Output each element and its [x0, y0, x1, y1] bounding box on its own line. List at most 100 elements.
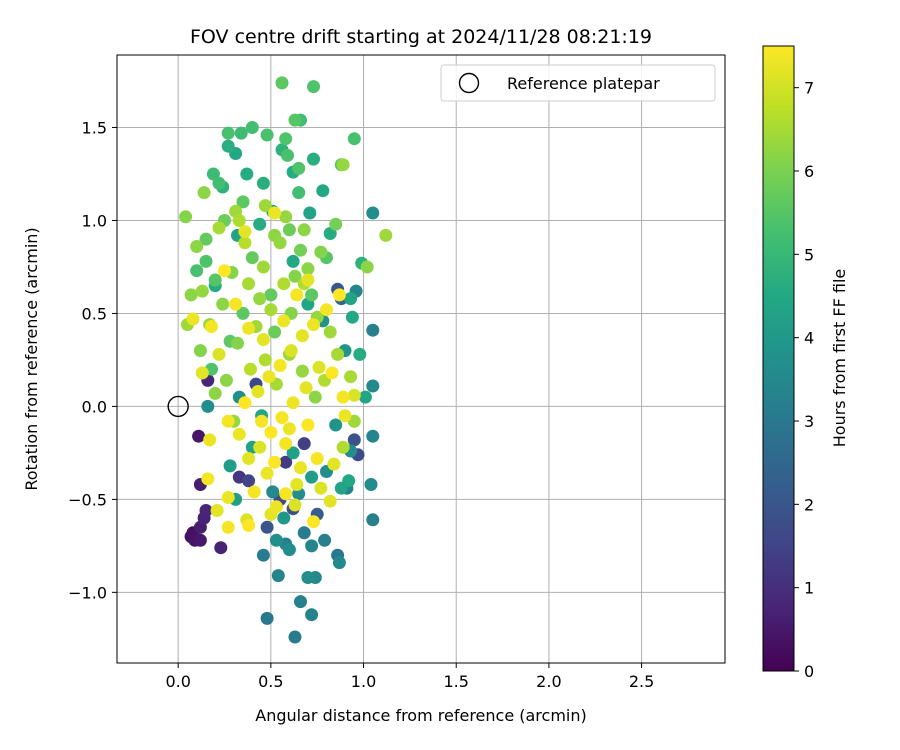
colorbar-label: Hours from first FF file [830, 269, 849, 448]
scatter-point [295, 329, 309, 343]
x-tick-label: 1.0 [351, 672, 376, 691]
scatter-point [242, 474, 256, 488]
y-tick-label: −1.0 [68, 583, 107, 602]
scatter-point [366, 206, 380, 220]
scatter-point [290, 288, 304, 302]
scatter-point [286, 254, 300, 268]
scatter-point [286, 446, 300, 460]
plot-frame [116, 54, 726, 664]
scatter-point [218, 264, 231, 278]
colorbar-tick-label: 0 [804, 662, 814, 681]
scatter-point [281, 148, 294, 162]
scatter-point [232, 427, 246, 441]
scatter-point [366, 513, 380, 527]
legend-entry-label: Reference platepar [507, 74, 660, 93]
scatter-point [294, 595, 307, 609]
scatter-point [214, 541, 228, 555]
scatter-point [284, 344, 298, 358]
scatter-point [320, 303, 333, 317]
scatter-point [192, 429, 206, 443]
scatter-point [299, 381, 313, 395]
scatter-point [332, 288, 346, 302]
scatter-point [269, 500, 283, 514]
scatter-point [212, 347, 226, 361]
scatter-point [260, 128, 274, 142]
scatter-point [331, 347, 345, 361]
scatter-point [221, 126, 235, 140]
scatter-point [336, 390, 350, 404]
scatter-point [193, 533, 207, 547]
colorbar-ticks: 0 1 2 3 4 5 6 7 [794, 79, 814, 681]
scatter-point [275, 76, 289, 90]
scatter-point [199, 504, 213, 517]
colorbar-tick-label: 5 [804, 245, 814, 264]
scatter-point [307, 318, 320, 332]
scatter-point [366, 429, 380, 443]
scatter-point [366, 323, 380, 337]
scatter-point [242, 321, 256, 335]
scatter-point [262, 370, 276, 384]
scatter-point [208, 273, 222, 287]
scatter-point [279, 210, 293, 224]
scatter-point [347, 433, 361, 447]
scatter-point [245, 251, 259, 265]
y-tick-label: 0.0 [82, 397, 107, 416]
reference-marker-group [167, 395, 189, 418]
scatter-point [314, 481, 328, 495]
scatter-point [292, 161, 306, 175]
scatter-point [256, 176, 270, 190]
scatter-point [277, 511, 291, 525]
y-tick-label: −0.5 [68, 490, 107, 509]
scatter-point [197, 186, 211, 200]
scatter-point [251, 385, 265, 398]
scatter-point [273, 359, 287, 372]
scatter-point [193, 344, 207, 358]
scatter-point [342, 474, 356, 488]
scatter-point [221, 139, 235, 153]
scatter-point [199, 232, 213, 246]
scatter-point [231, 336, 244, 350]
colorbar-tick-label: 1 [804, 579, 814, 598]
scatter-point [323, 325, 337, 339]
scatter-point [301, 418, 315, 432]
scatter-point [323, 494, 337, 508]
scatter-point [286, 396, 300, 410]
scatter-point [242, 277, 256, 291]
scatter-point [301, 262, 315, 276]
scatter-point [297, 437, 311, 451]
scatter-point [229, 297, 243, 311]
scatter-point [347, 388, 361, 402]
y-axis-ticks: −1.0 −0.5 0.0 0.5 1.0 1.5 [68, 119, 117, 602]
scatter-point [279, 437, 293, 451]
scatter-point [208, 386, 222, 400]
scatter-point [255, 414, 269, 428]
scatter-point [327, 457, 341, 471]
scatter-point [219, 373, 233, 387]
scatter-point [282, 543, 296, 557]
scatter-point [242, 452, 256, 465]
scatter-point [260, 466, 274, 480]
scatter-point [290, 478, 304, 491]
scatter-point [279, 132, 293, 146]
scatter-point [292, 186, 306, 200]
scatter-point [212, 176, 226, 190]
grid [117, 55, 725, 663]
scatter-point [305, 288, 319, 302]
scatter-point [195, 284, 209, 298]
scatter-point [282, 422, 296, 436]
scatter-point [253, 440, 267, 454]
reference-platepar-marker [167, 395, 189, 418]
scatter-point [186, 312, 200, 326]
scatter-point [221, 414, 235, 428]
scatter-point [256, 333, 270, 346]
scatter-point [288, 630, 302, 644]
scatter-point [303, 206, 317, 220]
scatter-point [297, 526, 311, 540]
scatter-point [332, 556, 346, 570]
scatter-point [344, 292, 358, 306]
scatter-point [190, 264, 204, 278]
scatter-point [238, 396, 252, 410]
scatter-point [253, 292, 267, 306]
scatter-point [201, 472, 215, 486]
